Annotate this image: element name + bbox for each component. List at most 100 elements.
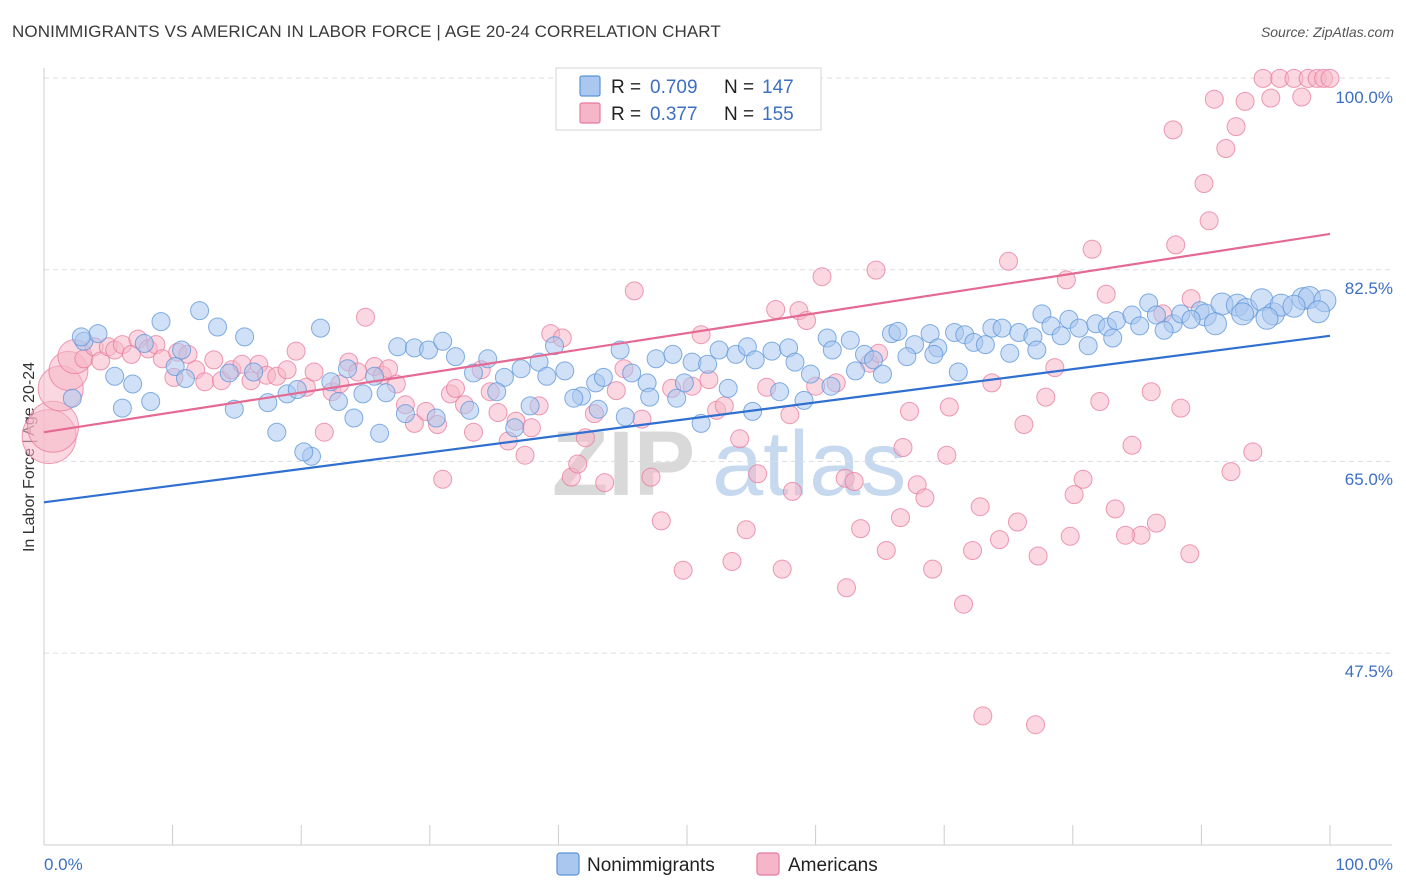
americans-point (766, 300, 786, 319)
nonimmigrants-point (593, 367, 613, 387)
trend-lines (43, 232, 1331, 504)
y-tick-label-82-5: 82.5% (1345, 279, 1393, 298)
americans-point (1221, 462, 1241, 482)
x-tick-label-0: 0.0% (44, 855, 83, 874)
americans-point (1028, 546, 1048, 566)
americans-point (866, 260, 886, 280)
americans-point (286, 341, 306, 361)
americans-point (1199, 211, 1219, 231)
legend-n-label-2: N = (724, 104, 754, 125)
nonimmigrants-point (520, 396, 540, 416)
americans-point (1216, 139, 1236, 158)
nonimmigrants-point (718, 378, 738, 398)
legend-swatch-nonimmigrants (579, 75, 601, 97)
nonimmigrants-point (219, 363, 239, 383)
nonimmigrants-point (208, 317, 228, 337)
americans-point (595, 473, 615, 493)
nonimmigrants-point (105, 366, 125, 386)
nonimmigrants-point (344, 408, 364, 428)
legend-n-value-1: 147 (762, 77, 794, 98)
americans-point (488, 403, 508, 422)
nonimmigrants-point (822, 340, 842, 360)
nonimmigrants-point (464, 363, 483, 383)
americans-point (1320, 68, 1340, 88)
americans-point (1090, 392, 1110, 411)
nonimmigrants-point (1306, 300, 1330, 324)
americans-point (915, 488, 935, 508)
nonimmigrants-point (698, 354, 718, 374)
nonimmigrants-point (1231, 302, 1255, 326)
nonimmigrants-point (1181, 309, 1201, 329)
nonimmigrants-point (864, 350, 883, 370)
nonimmigrants-point (1146, 305, 1166, 325)
nonimmigrants-point (460, 400, 480, 420)
americans-point (1163, 120, 1183, 140)
series-legend: Nonimmigrants Americans (556, 852, 878, 876)
nonimmigrants-point (294, 442, 314, 462)
americans-point (1243, 442, 1263, 462)
americans-point (1105, 499, 1125, 519)
americans-point (433, 469, 453, 489)
americans-point (691, 325, 711, 345)
nonimmigrants-point (622, 363, 642, 383)
legend-swatch-bottom-americans (756, 852, 780, 876)
nonimmigrants-point (1103, 328, 1123, 348)
americans-point (1036, 387, 1056, 407)
americans-point (277, 360, 297, 380)
americans-point (1235, 91, 1255, 111)
americans-point (937, 445, 957, 465)
legend-r-value-2: 0.377 (650, 104, 698, 125)
nonimmigrants-point (376, 383, 396, 403)
nonimmigrants-point (674, 373, 694, 393)
americans-point (1045, 358, 1065, 378)
nonimmigrants-point (267, 422, 287, 442)
legend-n-label-1: N = (724, 77, 754, 98)
legend-r-value-1: 0.709 (650, 77, 698, 98)
nonimmigrants-point (1051, 326, 1071, 346)
americans-point (1026, 715, 1045, 735)
nonimmigrants-point (663, 344, 683, 364)
nonimmigrants-point (134, 334, 154, 353)
nonimmigrants-point (846, 361, 865, 381)
americans-point (1253, 68, 1273, 88)
nonimmigrants-point (338, 359, 357, 379)
nonimmigrants-point (897, 347, 917, 367)
americans-point (891, 508, 910, 528)
nonimmigrants-point (975, 335, 995, 355)
nonimmigrants-point (646, 349, 666, 369)
y-tick-label-47-5: 47.5% (1345, 662, 1393, 681)
nonimmigrants-point (888, 321, 908, 341)
nonimmigrants-point (1255, 306, 1279, 330)
nonimmigrants-point (151, 312, 171, 332)
nonimmigrants-point (1204, 312, 1227, 336)
chart-title: NONIMMIGRANTS VS AMERICAN IN LABOR FORCE… (12, 22, 721, 41)
nonimmigrants-point (794, 390, 814, 410)
watermark-atlas: atlas (712, 413, 906, 515)
nonimmigrants-point (426, 408, 446, 428)
nonimmigrants-point (745, 350, 765, 370)
americans-point (521, 418, 541, 438)
nonimmigrants-point (433, 331, 453, 351)
nonimmigrants-point (564, 388, 584, 408)
americans-point (900, 401, 919, 421)
americans-point (999, 251, 1018, 271)
nonimmigrants-point (801, 364, 820, 384)
americans-point (730, 429, 750, 449)
americans-point (812, 267, 832, 287)
americans-point (204, 350, 224, 370)
nonimmigrants-point (353, 384, 373, 404)
nonimmigrants-point (992, 318, 1012, 338)
nonimmigrants-point (770, 382, 790, 402)
nonimmigrants-point (709, 340, 729, 360)
nonimmigrants-point (667, 388, 687, 408)
americans-point (1073, 469, 1093, 489)
nonimmigrants-point (840, 330, 860, 350)
legend-swatch-americans (579, 102, 601, 124)
americans-point (748, 464, 768, 484)
nonimmigrants-point (1027, 340, 1047, 360)
legend-r-label-1: R = (611, 77, 641, 98)
nonimmigrants-point (821, 376, 841, 396)
americans-point (1261, 88, 1281, 108)
nonimmigrants-point (62, 388, 82, 408)
